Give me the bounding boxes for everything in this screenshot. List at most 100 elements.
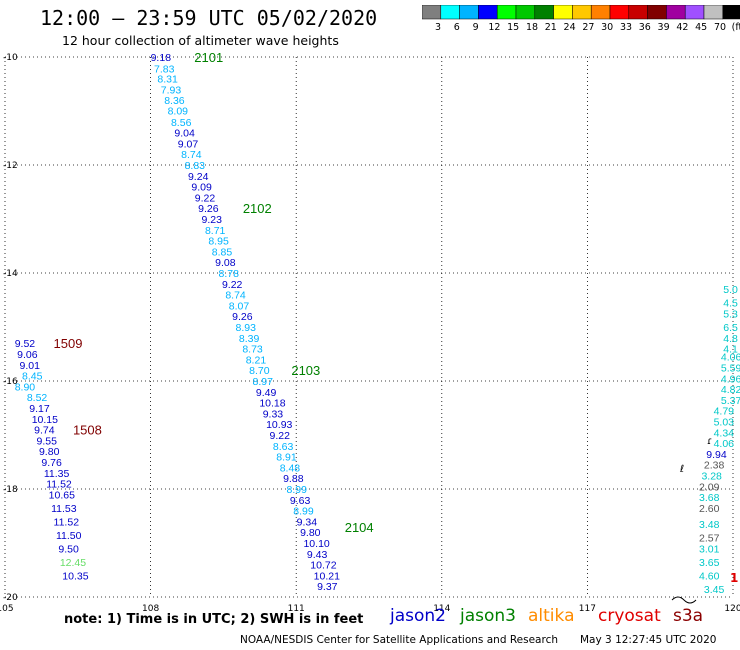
data-point-label: 4.34	[714, 427, 735, 439]
y-tick-label: -20	[3, 593, 18, 603]
color-scale-tick: 12	[488, 22, 501, 33]
data-point-label: 9.74	[34, 425, 55, 437]
color-scale-tick: 36	[638, 22, 651, 33]
color-swatch	[422, 5, 442, 20]
y-tick-label: -18	[3, 485, 18, 495]
data-point-label: 8.39	[239, 333, 260, 345]
data-point-label: 9.23	[202, 214, 223, 226]
data-point-label: 4.1	[723, 344, 738, 356]
data-point-label: 9.80	[39, 446, 60, 458]
data-point-label: 8.93	[236, 322, 257, 334]
y-tick-label: -14	[3, 269, 18, 279]
data-point-label: 4.96	[721, 373, 740, 385]
color-swatch	[684, 5, 705, 20]
data-point-label: 9.17	[29, 403, 50, 415]
data-point-label: 10.72	[310, 560, 336, 572]
data-point-label: 3.28	[701, 471, 722, 483]
data-point-label: 5.3	[723, 309, 738, 321]
data-point-label: 11.50	[56, 530, 82, 542]
color-scale-tick: 9	[472, 22, 479, 33]
x-tick-label: 105	[0, 604, 14, 614]
data-point-label: 3.01	[699, 543, 720, 555]
footer-timestamp: May 3 12:27:45 UTC 2020	[580, 634, 717, 646]
data-point-label: 8.99	[293, 506, 314, 518]
y-tick-label: -16	[3, 377, 18, 387]
x-tick-label: 111	[288, 604, 305, 614]
data-point-label: 9.26	[232, 311, 253, 323]
data-point-label: 6.5	[723, 322, 738, 334]
color-scale-tick: 6	[453, 22, 460, 33]
data-point-label: 9.76	[41, 457, 62, 469]
coast-line	[671, 596, 697, 604]
track-label: 2104	[345, 520, 374, 535]
data-point-label: 9.50	[58, 543, 79, 555]
data-point-label: 9.06	[17, 349, 38, 361]
track-label: 2102	[243, 201, 272, 216]
data-point-label: 2.57	[699, 533, 720, 545]
data-point-label: 9.09	[191, 182, 212, 194]
data-point-label: 9.33	[263, 408, 284, 420]
data-point-label: 8.85	[212, 246, 233, 258]
data-point-label: 11.53	[51, 503, 77, 515]
color-scale-tick: 30	[601, 22, 614, 33]
data-point-label: 4.82	[721, 384, 740, 396]
footer-credit: NOAA/NESDIS Center for Satellite Applica…	[240, 634, 558, 646]
data-point-label: 8.31	[157, 74, 178, 86]
color-swatch	[534, 5, 554, 20]
edge-label: 1	[730, 571, 738, 585]
data-point-label: 9.22	[195, 192, 216, 204]
data-point-label: 4.06	[721, 352, 740, 364]
data-point-label: 9.18	[151, 52, 172, 64]
color-swatch	[666, 5, 686, 20]
data-point-label: 11.52	[46, 479, 72, 491]
legend-jason2: jason2	[390, 606, 446, 626]
data-point-label: 10.18	[259, 398, 285, 410]
coast-mark: ℓ	[680, 464, 684, 475]
data-point-label: 8.71	[205, 225, 226, 237]
x-tick-label: 114	[433, 604, 450, 614]
coast-mark: ɾ	[707, 436, 712, 447]
data-point-label: 9.04	[174, 128, 195, 140]
data-point-label: 2.09	[699, 481, 720, 493]
color-scale-tick: 24	[563, 22, 576, 33]
data-point-label: 9.01	[20, 360, 41, 372]
data-point-label: 9.24	[188, 171, 209, 183]
data-point-label: 3.48	[699, 519, 720, 531]
data-point-label: 7.93	[161, 84, 182, 96]
track-label: 2101	[194, 50, 223, 65]
data-point-label: 9.63	[290, 495, 311, 507]
x-tick-label: 108	[142, 604, 159, 614]
data-point-label: 5.0	[723, 284, 738, 296]
color-swatch	[496, 5, 517, 20]
data-point-label: 8.70	[249, 365, 270, 377]
color-scale-tick: 15	[507, 22, 520, 33]
color-swatch	[628, 5, 648, 20]
legend-altika: altika	[528, 606, 575, 626]
color-swatch	[722, 5, 740, 20]
x-tick-label: 120	[724, 604, 740, 614]
data-point-label: 8.73	[242, 344, 263, 356]
data-point-label: 8.21	[246, 354, 267, 366]
color-swatch	[572, 5, 592, 20]
color-swatch	[515, 5, 536, 20]
data-point-label: 4.06	[714, 438, 735, 450]
color-scale-tick: 39	[657, 22, 670, 33]
data-point-label: 9.26	[198, 203, 219, 215]
data-point-label: 9.22	[270, 430, 291, 442]
data-point-label: 3.45	[704, 584, 725, 596]
data-point-label: 9.22	[222, 279, 243, 291]
data-point-label: 5.37	[721, 395, 740, 407]
data-point-label: 9.37	[317, 581, 338, 593]
data-point-label: 8.91	[276, 452, 297, 464]
color-swatch	[440, 5, 460, 20]
data-point-label: 8.09	[168, 105, 189, 117]
data-point-label: 2.38	[704, 460, 725, 472]
data-point-label: 9.49	[256, 387, 277, 399]
data-point-label: 5.03	[714, 417, 735, 429]
color-scale-tick: 33	[619, 22, 633, 33]
color-scale-tick: 18	[525, 22, 539, 33]
color-scale-bar	[422, 5, 740, 20]
data-point-label: 7.83	[154, 63, 175, 75]
legend-cryosat: cryosat	[598, 606, 661, 626]
